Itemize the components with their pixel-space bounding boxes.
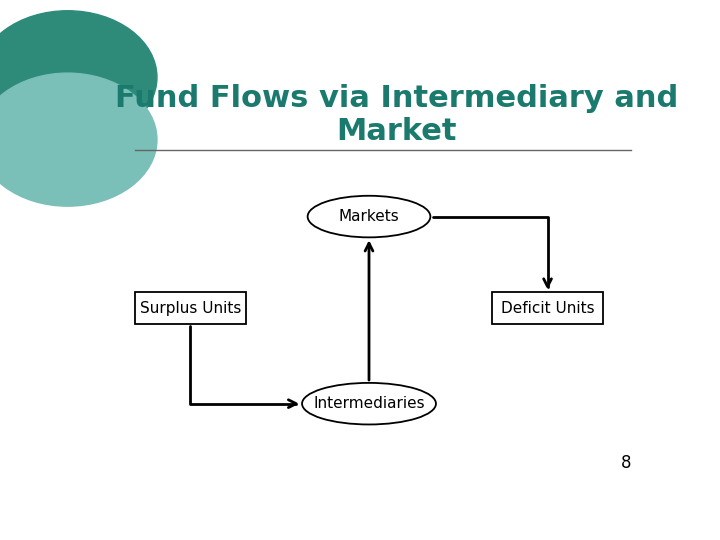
Text: 8: 8 [621, 454, 631, 472]
Text: Fund Flows via Intermediary and: Fund Flows via Intermediary and [115, 84, 678, 112]
Text: Market: Market [337, 117, 457, 146]
Text: Intermediaries: Intermediaries [313, 396, 425, 411]
Text: Markets: Markets [338, 209, 400, 224]
Text: Deficit Units: Deficit Units [500, 301, 595, 315]
Circle shape [0, 73, 157, 206]
Circle shape [0, 11, 157, 144]
Text: Surplus Units: Surplus Units [140, 301, 241, 315]
